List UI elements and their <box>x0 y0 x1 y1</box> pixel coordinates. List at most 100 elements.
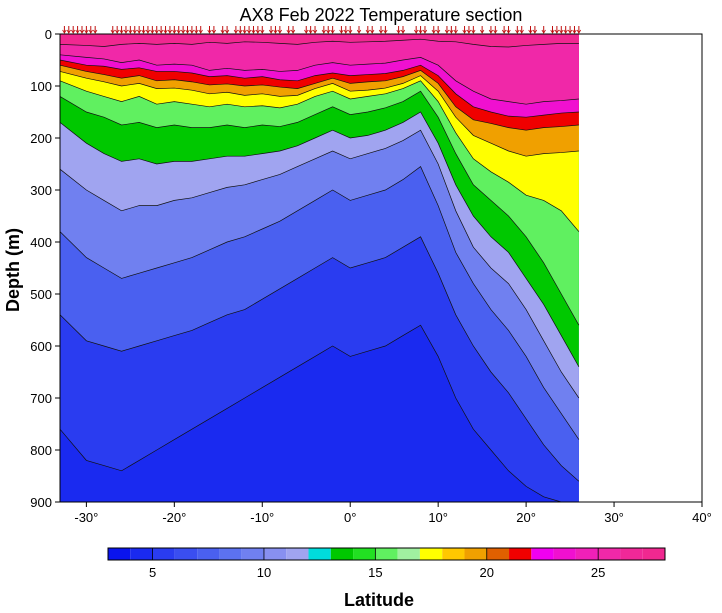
station-arrow-53 <box>348 29 353 34</box>
station-arrow-67 <box>449 29 454 34</box>
x-axis-label: Latitude <box>344 590 414 610</box>
colorbar-swatch-9 <box>308 548 331 560</box>
station-arrow-86 <box>567 29 573 34</box>
colorbar-tick-label-4: 25 <box>591 565 605 580</box>
station-arrow-70 <box>466 29 472 34</box>
colorbar-swatch-11 <box>353 548 376 560</box>
station-arrow-73 <box>488 29 494 34</box>
station-arrow-69 <box>462 29 467 34</box>
colorbar-swatch-10 <box>330 548 354 560</box>
colorbar-swatch-3 <box>174 548 198 560</box>
station-arrow-85 <box>563 29 568 34</box>
station-arrow-30 <box>211 29 217 34</box>
station-arrow-35 <box>242 29 247 34</box>
colorbar-swatch-6 <box>241 548 264 560</box>
station-arrow-71 <box>471 29 476 34</box>
station-arrow-50 <box>330 29 335 34</box>
axes: 0 100 200 300 400 500 600 700 800 900 -30° -20° -10°… <box>30 27 712 525</box>
y-tick-label-8: 800 <box>30 443 52 458</box>
colorbar-swatch-1 <box>130 548 153 560</box>
station-arrow-42 <box>277 29 283 34</box>
y-tick-label-0: 0 <box>45 27 52 42</box>
colorbar-frame <box>107 547 666 561</box>
station-arrow-21 <box>167 29 173 34</box>
station-arrow-9 <box>115 29 120 34</box>
temp-layer-25 <box>60 34 579 105</box>
colorbar-swatch-2 <box>152 548 175 560</box>
station-arrow-77 <box>515 29 520 34</box>
station-arrow-34 <box>238 29 243 34</box>
station-arrow-3 <box>75 29 80 34</box>
station-arrow-25 <box>185 29 190 34</box>
colorbar-tick-label-3: 20 <box>480 565 494 580</box>
station-arrow-49 <box>326 29 331 34</box>
colorbar-swatch-20 <box>553 548 576 560</box>
isotherm-15 <box>59 90 580 326</box>
station-arrow-7 <box>93 29 98 34</box>
isotherm-17 <box>59 80 580 232</box>
station-arrow-32 <box>224 29 230 34</box>
station-arrow-56 <box>370 29 375 34</box>
colorbar-tick-label-1: 10 <box>257 565 271 580</box>
station-arrow-5 <box>84 29 89 34</box>
station-arrow-29 <box>207 29 212 34</box>
y-tick-label-2: 200 <box>30 131 52 146</box>
y-tick-label-9: 900 <box>30 495 52 510</box>
x-tick-label-2: -10° <box>250 510 274 525</box>
colorbar-swatch-14 <box>419 548 443 560</box>
station-arrow-2 <box>71 29 76 34</box>
station-arrow-8 <box>110 29 115 34</box>
station-arrow-37 <box>251 29 256 34</box>
station-arrow-48 <box>321 29 326 34</box>
station-arrow-74 <box>493 29 498 34</box>
station-arrow-75 <box>501 29 507 34</box>
colorbar-swatch-18 <box>509 548 532 560</box>
colorbar: 5 10 15 20 25 <box>107 547 666 580</box>
colorbar-swatch-5 <box>219 548 242 560</box>
station-arrow-62 <box>418 29 423 34</box>
station-arrow-10 <box>119 29 124 34</box>
station-arrow-4 <box>79 29 85 34</box>
colorbar-swatch-15 <box>442 548 465 560</box>
x-tick-label-7: 40° <box>692 510 712 525</box>
station-arrow-79 <box>528 29 533 34</box>
station-arrow-41 <box>273 29 278 34</box>
isotherm-27 <box>59 38 579 48</box>
station-arrow-39 <box>260 29 265 34</box>
y-tick-label-6: 600 <box>30 339 52 354</box>
station-arrow-33 <box>233 29 239 34</box>
station-arrow-55 <box>365 29 370 34</box>
station-arrow-18 <box>154 29 159 34</box>
colorbar-swatch-19 <box>531 548 554 560</box>
station-arrow-78 <box>519 29 524 34</box>
colorbar-tick-label-2: 15 <box>368 565 382 580</box>
station-arrow-47 <box>312 29 318 34</box>
station-markers <box>62 26 582 34</box>
colorbar-swatch-16 <box>464 548 487 560</box>
station-arrow-80 <box>532 29 538 34</box>
x-tick-label-5: 20° <box>516 510 536 525</box>
y-tick-label-5: 500 <box>30 287 52 302</box>
station-arrow-28 <box>198 29 203 34</box>
station-arrow-84 <box>559 29 564 34</box>
colorbar-swatch-23 <box>620 548 643 560</box>
colorbar-swatch-22 <box>598 548 621 560</box>
colorbar-swatch-8 <box>286 548 309 560</box>
station-arrow-45 <box>304 29 309 34</box>
station-arrow-20 <box>163 29 168 34</box>
plot-frame <box>59 33 703 503</box>
colorbar-tick-label-0: 5 <box>149 565 156 580</box>
station-arrow-76 <box>506 29 511 34</box>
station-arrow-54 <box>356 29 362 34</box>
isotherm-11 <box>59 129 580 399</box>
station-arrow-27 <box>194 29 199 34</box>
section-plot-area <box>59 34 580 503</box>
station-arrow-23 <box>176 29 181 34</box>
station-arrow-88 <box>576 29 582 34</box>
y-tick-label-4: 400 <box>30 235 52 250</box>
station-arrow-44 <box>290 29 296 34</box>
colorbar-swatch-13 <box>397 548 420 560</box>
isotherm-9 <box>59 166 580 440</box>
station-arrow-57 <box>378 29 384 34</box>
